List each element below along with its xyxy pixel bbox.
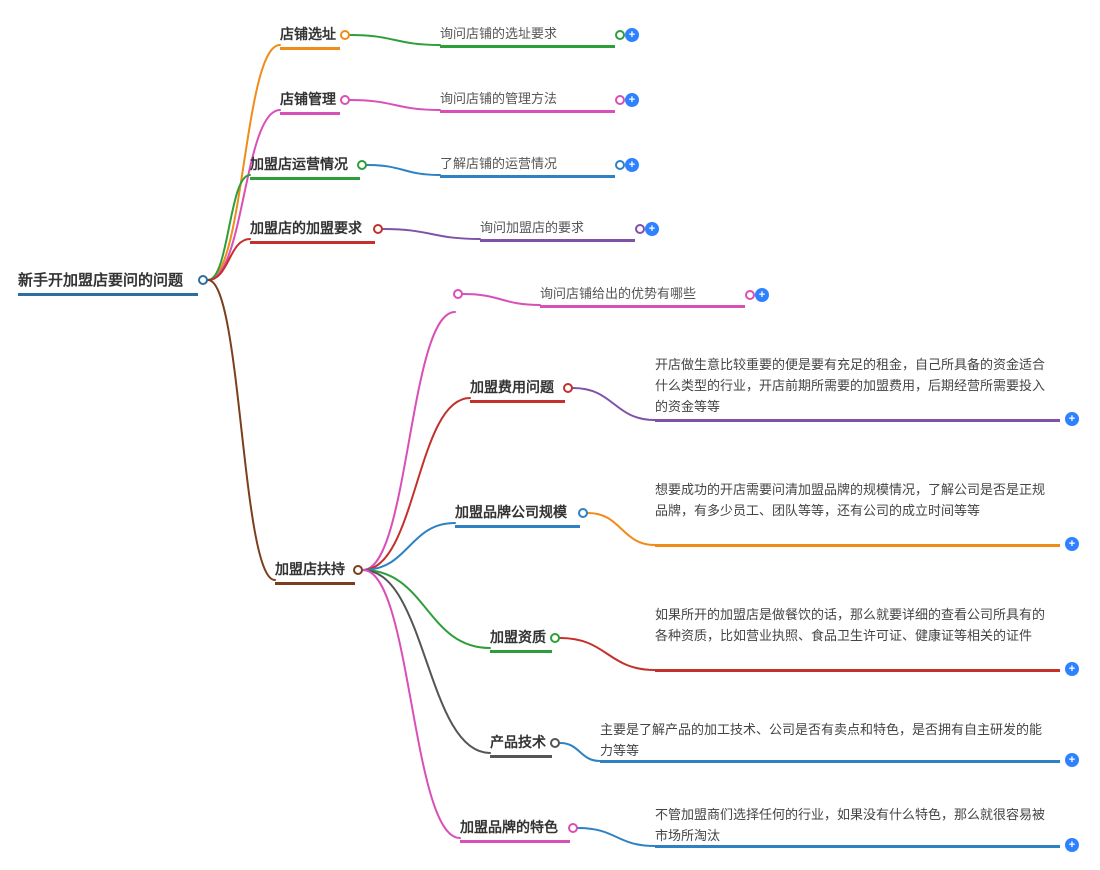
expand-m3[interactable]: + [625,158,639,172]
expand-s1[interactable]: + [1065,412,1079,426]
branch-m2: 店铺管理 [280,90,340,115]
desc-s2: 想要成功的开店需要问清加盟品牌的规模情况，了解公司是否是正规品牌，有多少员工、团… [655,480,1045,522]
branch-m1-ring [340,30,350,40]
sub-s4: 产品技术 [490,733,552,758]
desc-s4: 主要是了解产品的加工技术、公司是否有卖点和特色，是否拥有自主研发的能力等等 [600,720,1045,762]
leaf-m3-ring [615,160,625,170]
leaf-m2-label: 询问店铺的管理方法 [440,90,615,113]
expand-s5[interactable]: + [1065,838,1079,852]
root-node-label: 新手开加盟店要问的问题 [18,270,198,296]
leaf-m2: 询问店铺的管理方法 [440,90,615,113]
expand-s2[interactable]: + [1065,537,1079,551]
root-ring [198,275,208,285]
leaf-underline [655,544,1060,547]
leaf-underline [655,419,1060,422]
branch-m4: 加盟店的加盟要求 [250,219,375,244]
leaf-s0-label: 询问店铺给出的优势有哪些 [540,285,745,308]
leaf-m1: 询问店铺的选址要求 [440,25,615,48]
branch-m4-ring [373,224,383,234]
sub-s1-label: 加盟费用问题 [470,378,565,403]
leaf-s0-ring [745,290,755,300]
desc-s5: 不管加盟商们选择任何的行业，如果没有什么特色，那么就很容易被市场所淘汰 [655,805,1045,847]
sub-s4-label: 产品技术 [490,733,552,758]
leaf-m4-ring [635,224,645,234]
leaf-m3-label: 了解店铺的运营情况 [440,155,615,178]
branch-m2-label: 店铺管理 [280,90,340,115]
branch-m3: 加盟店运营情况 [250,155,360,180]
expand-s4[interactable]: + [1065,753,1079,767]
branch-m3-label: 加盟店运营情况 [250,155,360,180]
leaf-m2-ring [615,95,625,105]
sub-s1-ring [563,383,573,393]
expand-m2[interactable]: + [625,93,639,107]
sub-s3-label: 加盟资质 [490,628,552,653]
mindmap-stage: 新手开加盟店要问的问题 店铺选址 询问店铺的选址要求 + 店铺管理 询问店铺的管理方法 + 加… [0,0,1100,870]
branch-support: 加盟店扶持 [275,560,355,585]
sub-s3-ring [550,633,560,643]
expand-m4[interactable]: + [645,222,659,236]
leaf-m3: 了解店铺的运营情况 [440,155,615,178]
leaf-underline [600,760,1060,763]
sub-s5-label: 加盟品牌的特色 [460,818,570,843]
branch-m3-ring [357,160,367,170]
branch-m2-ring [340,95,350,105]
sub-s4-ring [550,738,560,748]
sub-s5: 加盟品牌的特色 [460,818,570,843]
sub-s2-ring [578,508,588,518]
branch-m1: 店铺选址 [280,25,340,50]
sub-s2-label: 加盟品牌公司规模 [455,503,580,528]
branch-m4-label: 加盟店的加盟要求 [250,219,375,244]
leaf-m4: 询问加盟店的要求 [480,219,635,242]
leaf-underline [655,669,1060,672]
desc-s3: 如果所开的加盟店是做餐饮的话，那么就要详细的查看公司所具有的各种资质，比如营业执… [655,605,1045,647]
leaf-m1-label: 询问店铺的选址要求 [440,25,615,48]
sub-s0-ring [453,289,463,299]
branch-m1-label: 店铺选址 [280,25,340,50]
leaf-underline [655,845,1060,848]
leaf-m4-label: 询问加盟店的要求 [480,219,635,242]
sub-s1: 加盟费用问题 [470,378,565,403]
leaf-m1-ring [615,30,625,40]
branch-support-ring [353,565,363,575]
expand-s0[interactable]: + [755,288,769,302]
desc-s1: 开店做生意比较重要的便是要有充足的租金，自己所具备的资金适合什么类型的行业，开店… [655,355,1045,417]
expand-m1[interactable]: + [625,28,639,42]
sub-s3: 加盟资质 [490,628,552,653]
sub-s2: 加盟品牌公司规模 [455,503,580,528]
root-node: 新手开加盟店要问的问题 [18,270,198,296]
leaf-s0: 询问店铺给出的优势有哪些 [540,285,745,308]
sub-s5-ring [568,823,578,833]
branch-support-label: 加盟店扶持 [275,560,355,585]
expand-s3[interactable]: + [1065,662,1079,676]
